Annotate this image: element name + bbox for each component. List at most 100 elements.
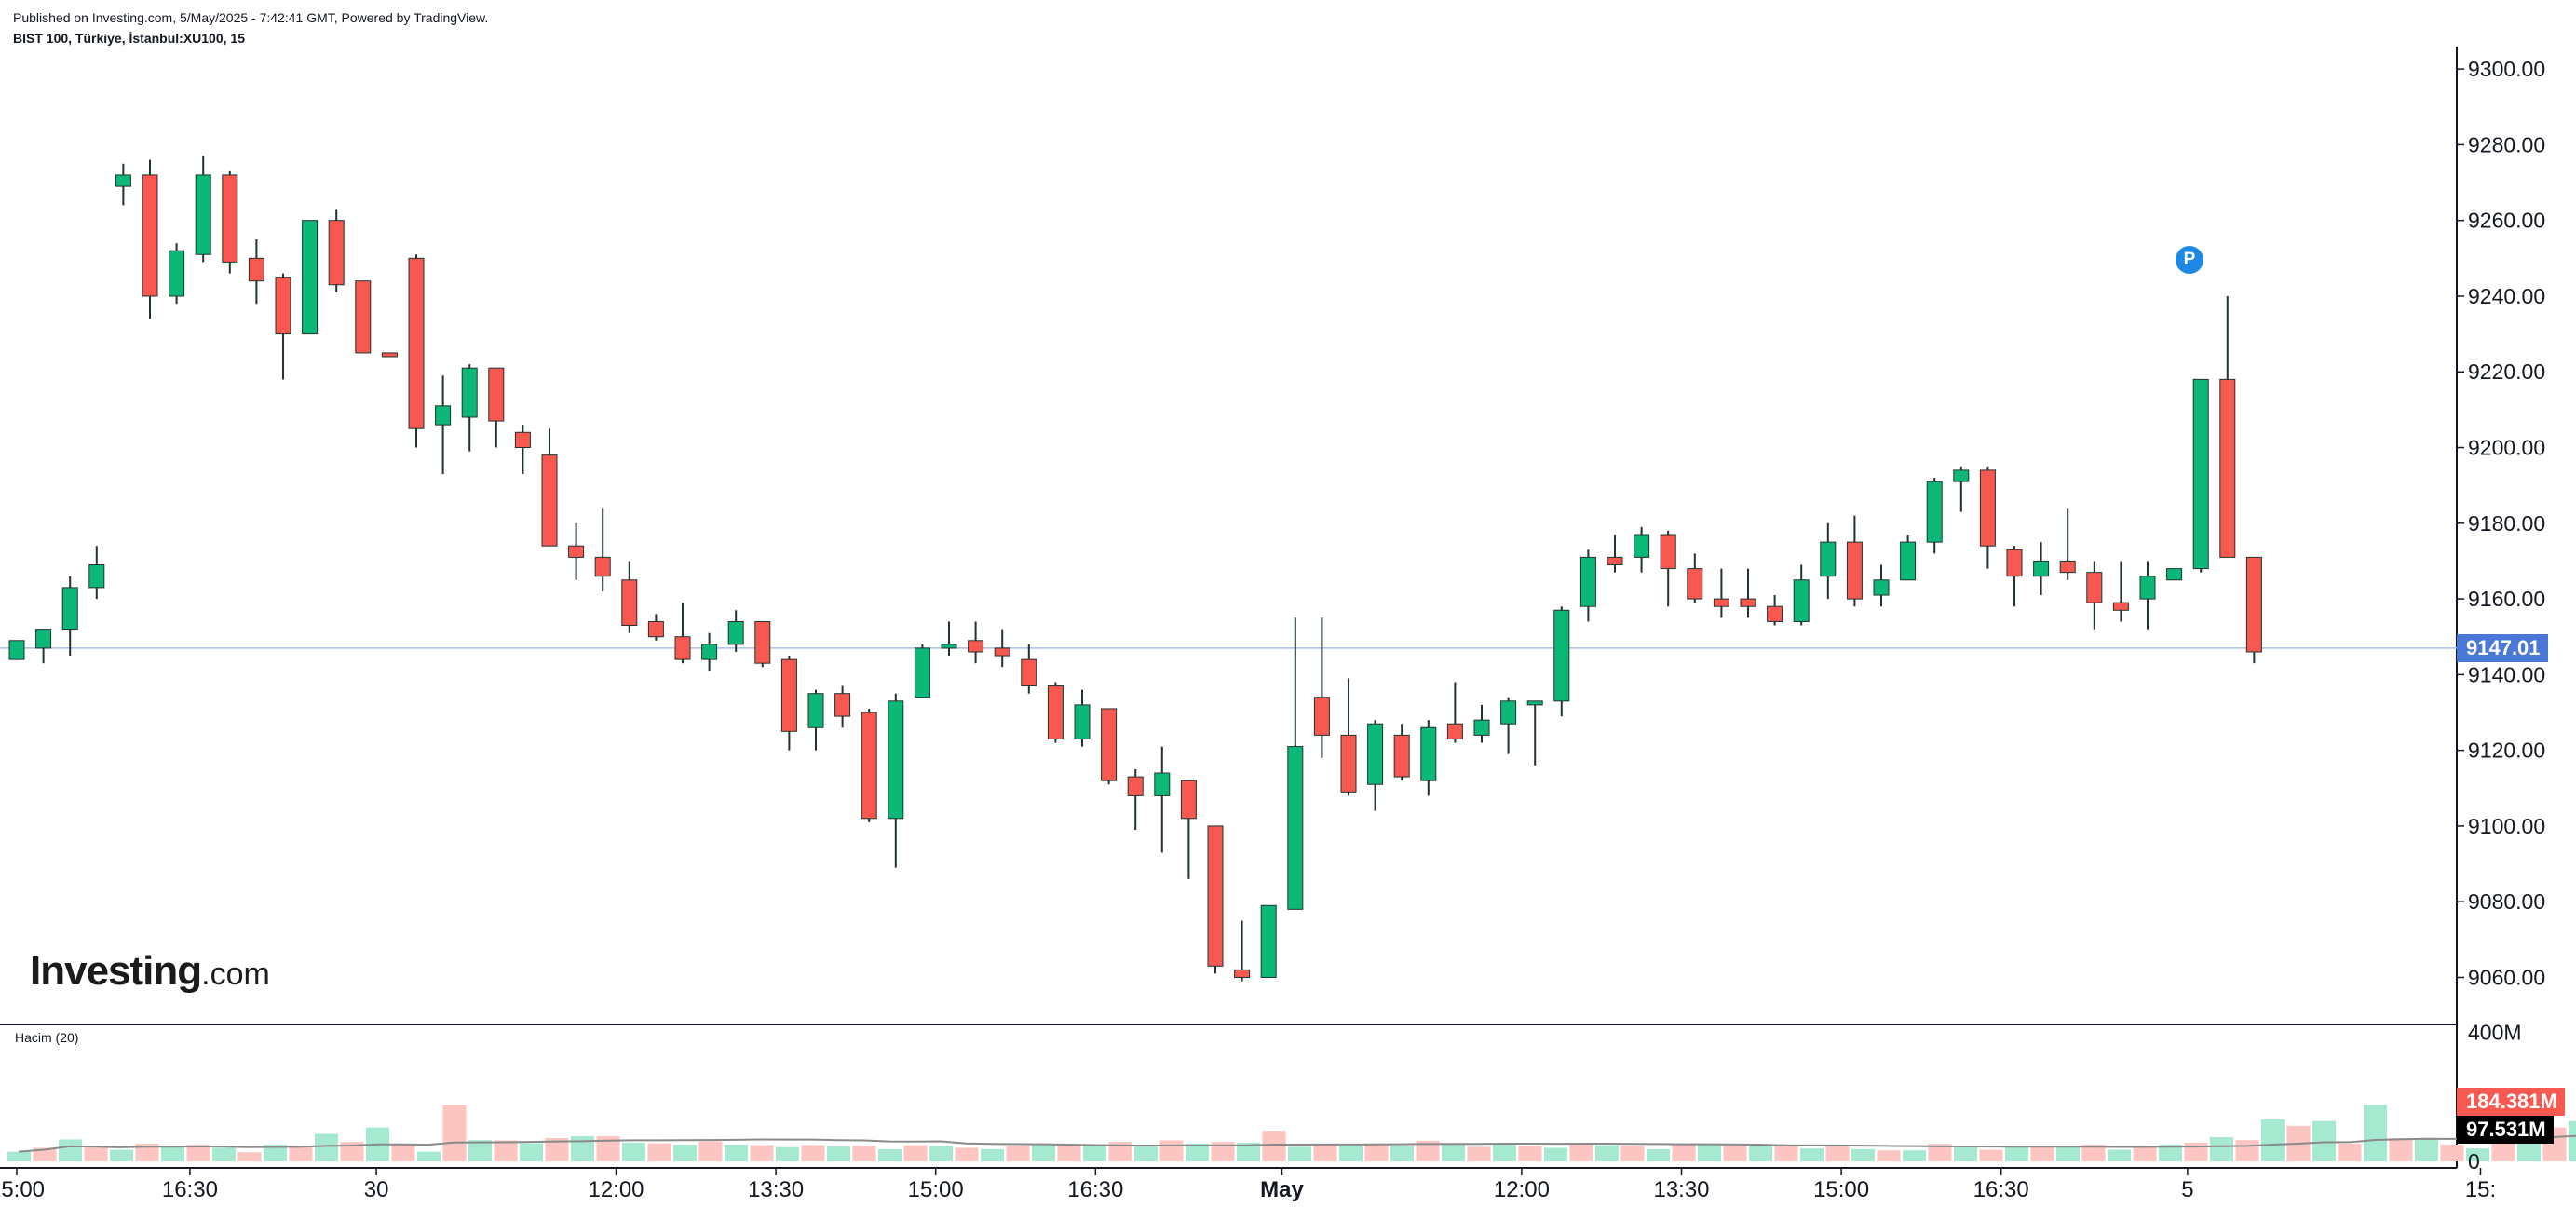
candle-body bbox=[328, 220, 345, 286]
x-tick-label: 16:30 bbox=[1973, 1177, 2029, 1202]
candle-body bbox=[1873, 579, 1890, 596]
volume-bar bbox=[1620, 1146, 1645, 1161]
x-tick-label: 30 bbox=[364, 1177, 389, 1202]
volume-bar bbox=[1723, 1146, 1747, 1161]
volume-bar bbox=[1467, 1146, 1491, 1161]
volume-bar bbox=[417, 1151, 441, 1161]
y-tick-label: 9180.00 bbox=[2468, 511, 2545, 536]
volume-bar bbox=[2210, 1137, 2233, 1161]
candle-body bbox=[1047, 685, 1064, 739]
candle-body bbox=[594, 556, 611, 577]
y-tick-label: 9100.00 bbox=[2468, 814, 2545, 838]
volume-bar bbox=[264, 1144, 287, 1161]
candle-body bbox=[754, 620, 771, 664]
candle-body bbox=[1207, 825, 1224, 967]
volume-bar bbox=[212, 1147, 236, 1161]
candle-body bbox=[1820, 541, 1837, 577]
candle-body bbox=[647, 620, 664, 638]
candle-body bbox=[1446, 723, 1463, 739]
volume-bar bbox=[698, 1141, 723, 1161]
volume-bar bbox=[1262, 1131, 1286, 1161]
volume-bar bbox=[442, 1105, 467, 1161]
volume-bar bbox=[647, 1143, 671, 1161]
candle-body bbox=[2166, 568, 2183, 581]
p-marker-icon[interactable]: P bbox=[2176, 246, 2203, 274]
candle-body bbox=[115, 174, 131, 187]
volume-bar bbox=[2184, 1142, 2208, 1161]
candle-body bbox=[1154, 772, 1171, 796]
volume-bar bbox=[673, 1144, 697, 1161]
volume-bar bbox=[161, 1146, 184, 1161]
volume-bar bbox=[1364, 1144, 1389, 1161]
candle-body bbox=[2192, 378, 2209, 570]
volume-bar bbox=[1569, 1144, 1593, 1161]
volume-bar bbox=[391, 1143, 415, 1161]
candle-body bbox=[1767, 605, 1783, 622]
volume-bar bbox=[59, 1139, 82, 1161]
candle-body bbox=[169, 250, 185, 297]
volume-bar bbox=[1006, 1146, 1030, 1161]
volume-bar bbox=[315, 1133, 338, 1161]
volume-bar bbox=[1211, 1142, 1235, 1161]
x-tick-label: 15:00 bbox=[0, 1177, 45, 1202]
volume-bar bbox=[7, 1151, 31, 1161]
x-tick-label: 16:30 bbox=[1067, 1177, 1123, 1202]
volume-bar bbox=[2261, 1119, 2285, 1161]
candle-body bbox=[142, 174, 158, 297]
candle-body bbox=[1687, 568, 1703, 600]
candle-body bbox=[1340, 734, 1357, 793]
volume-bar bbox=[289, 1146, 313, 1161]
volume-bar bbox=[2338, 1143, 2362, 1161]
volume-bar bbox=[186, 1144, 210, 1161]
volume-bar bbox=[2030, 1146, 2054, 1161]
volume-bar bbox=[2133, 1146, 2157, 1161]
x-tick-label: 5 bbox=[2181, 1177, 2193, 1202]
volume-bar bbox=[1313, 1143, 1337, 1161]
logo-tld: .com bbox=[201, 956, 270, 992]
x-tick-label: 12:00 bbox=[588, 1177, 644, 1202]
volume-bar bbox=[468, 1140, 492, 1161]
candle-body bbox=[222, 174, 238, 263]
last-volume-tag: 184.381M bbox=[2457, 1088, 2565, 1117]
candle-body bbox=[888, 700, 904, 820]
volume-bar bbox=[1672, 1144, 1696, 1161]
y-tick-label: 9260.00 bbox=[2468, 209, 2545, 233]
volume-bar bbox=[1954, 1146, 1977, 1161]
y-tick-label: 9200.00 bbox=[2468, 436, 2545, 460]
candle-body bbox=[1926, 481, 1943, 543]
candle-body bbox=[2033, 560, 2050, 577]
volume-bar bbox=[237, 1152, 262, 1161]
candle-body bbox=[1740, 598, 1756, 607]
candle-body bbox=[1021, 658, 1037, 687]
volume-bar bbox=[1800, 1148, 1824, 1161]
published-line: Published on Investing.com, 5/May/2025 -… bbox=[13, 10, 489, 25]
x-tick-label: 13:30 bbox=[748, 1177, 804, 1202]
volume-bar bbox=[1825, 1144, 1850, 1161]
volume-bar bbox=[955, 1147, 979, 1161]
candle-body bbox=[674, 636, 691, 660]
candle-body bbox=[1900, 541, 1917, 581]
candle-body bbox=[621, 579, 638, 627]
volume-bar bbox=[2159, 1144, 2182, 1161]
candle-body bbox=[514, 431, 531, 449]
volume-bar bbox=[110, 1149, 133, 1161]
candle-body bbox=[2219, 378, 2236, 558]
candle-body bbox=[1634, 534, 1650, 558]
candle-body bbox=[302, 220, 319, 335]
logo-brand: Investing bbox=[30, 948, 202, 994]
volume-bar bbox=[340, 1142, 364, 1161]
candle-body bbox=[1660, 534, 1676, 570]
volume-bar bbox=[1057, 1146, 1081, 1161]
y-tick-label: 9280.00 bbox=[2468, 132, 2545, 156]
candle-body bbox=[2086, 572, 2103, 604]
volume-bar bbox=[2389, 1138, 2413, 1161]
volume-bar bbox=[2569, 1120, 2576, 1161]
candle-body bbox=[408, 257, 425, 429]
volume-bar bbox=[2466, 1148, 2489, 1161]
candle-body bbox=[1101, 708, 1118, 781]
candle-body bbox=[1127, 776, 1144, 796]
volume-bar bbox=[1749, 1146, 1772, 1161]
volume-zero-label: 0 bbox=[2468, 1149, 2480, 1173]
candle-body bbox=[1234, 969, 1251, 978]
volume-bar bbox=[750, 1145, 774, 1161]
